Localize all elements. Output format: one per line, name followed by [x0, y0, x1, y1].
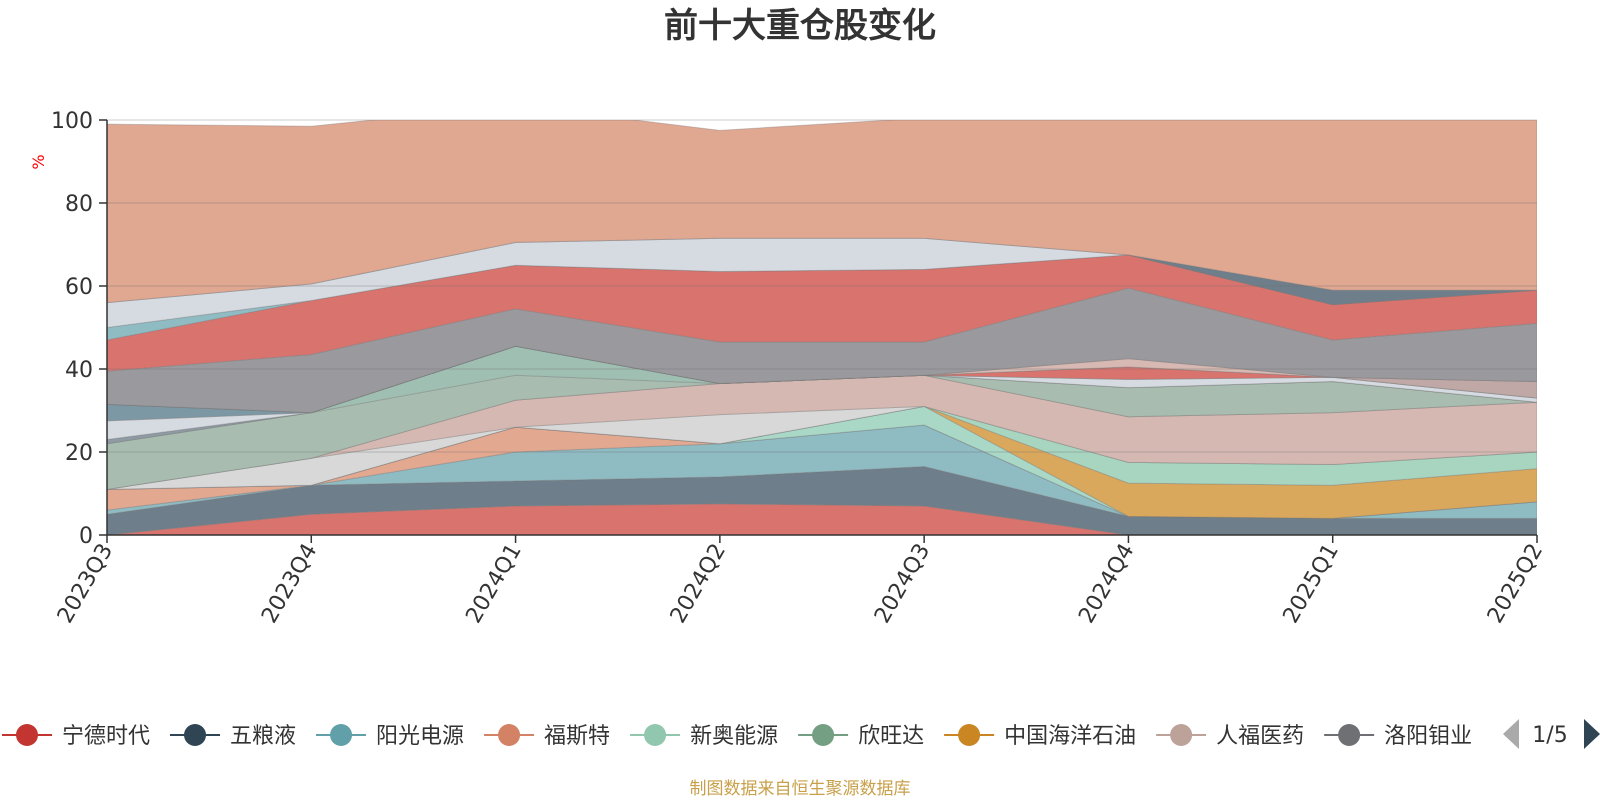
area-band	[107, 120, 1537, 304]
y-tick-label: 0	[79, 524, 93, 549]
legend-dot-icon	[184, 724, 207, 746]
legend-next-arrow-icon[interactable]	[1584, 719, 1600, 749]
y-tick-label: 20	[65, 441, 93, 466]
legend-dot-icon	[812, 724, 835, 746]
y-axis-unit: %	[29, 154, 48, 169]
legend-dot-icon	[498, 724, 521, 746]
y-tick-label: 100	[51, 109, 93, 134]
legend-item[interactable]: 福斯特	[484, 724, 610, 749]
legend-item[interactable]: 人福医药	[1156, 724, 1304, 749]
grid-lines	[107, 119, 1537, 453]
area-band	[107, 345, 1537, 414]
area-band	[107, 405, 1537, 519]
area-bands	[107, 120, 1537, 535]
data-source-note: 制图数据来自恒生聚源数据库	[690, 779, 911, 799]
x-tick-label: 2024Q2	[666, 540, 731, 628]
x-tick-label: 2024Q3	[870, 540, 935, 628]
legend-item[interactable]: 五粮液	[170, 724, 296, 749]
y-tick-label: 60	[65, 275, 93, 300]
area-band	[107, 345, 1537, 445]
legend-dot-icon	[958, 724, 981, 746]
legend: 宁德时代 五粮液 阳光电源 福斯特 新奥能源 欣旺达 中国海洋石油 人福医药 洛阳钼业	[2, 724, 1472, 749]
x-tick-label: 2024Q4	[1074, 540, 1139, 628]
y-tick-label: 40	[65, 358, 93, 383]
legend-prev-arrow-icon[interactable]	[1503, 719, 1519, 749]
x-tick-label: 2023Q4	[257, 540, 322, 628]
x-tick-label: 2024Q1	[461, 540, 526, 628]
area-band	[107, 345, 1537, 414]
legend-dot-icon	[1170, 724, 1193, 746]
x-tick-label: 2025Q2	[1483, 540, 1548, 628]
legend-page-indicator: 1/5	[1532, 723, 1567, 748]
legend-dot-icon	[16, 724, 38, 746]
x-tick-label: 2025Q1	[1279, 540, 1344, 628]
legend-item[interactable]: 新奥能源	[630, 724, 778, 749]
legend-label: 中国海洋石油	[1004, 724, 1136, 749]
legend-item[interactable]: 欣旺达	[798, 724, 924, 749]
legend-label: 阳光电源	[376, 724, 464, 749]
area-band	[107, 405, 1537, 519]
area-band	[107, 345, 1537, 414]
legend-label: 人福医药	[1216, 724, 1304, 749]
x-tick-label: 2023Q3	[53, 540, 118, 628]
legend-label: 福斯特	[544, 724, 610, 749]
legend-item[interactable]: 宁德时代	[2, 724, 150, 749]
chart-title: 前十大重仓股变化	[664, 6, 936, 46]
legend-label: 欣旺达	[858, 724, 924, 749]
y-tick-label: 80	[65, 192, 93, 217]
area-band	[107, 405, 1537, 490]
legend-dot-icon	[330, 724, 353, 746]
legend-label: 宁德时代	[62, 724, 150, 749]
area-band	[107, 287, 1537, 414]
area-band	[107, 345, 1537, 414]
legend-label: 新奥能源	[690, 724, 778, 749]
legend-item[interactable]: 洛阳钼业	[1324, 724, 1472, 749]
legend-label: 洛阳钼业	[1384, 724, 1472, 749]
legend-item[interactable]: 中国海洋石油	[944, 724, 1136, 749]
legend-label: 五粮液	[230, 724, 296, 749]
area-band	[107, 374, 1537, 490]
legend-dot-icon	[644, 724, 667, 746]
legend-item[interactable]: 阳光电源	[316, 724, 464, 749]
legend-dot-icon	[1338, 724, 1361, 746]
legend-pager: 1/5	[1503, 719, 1600, 749]
